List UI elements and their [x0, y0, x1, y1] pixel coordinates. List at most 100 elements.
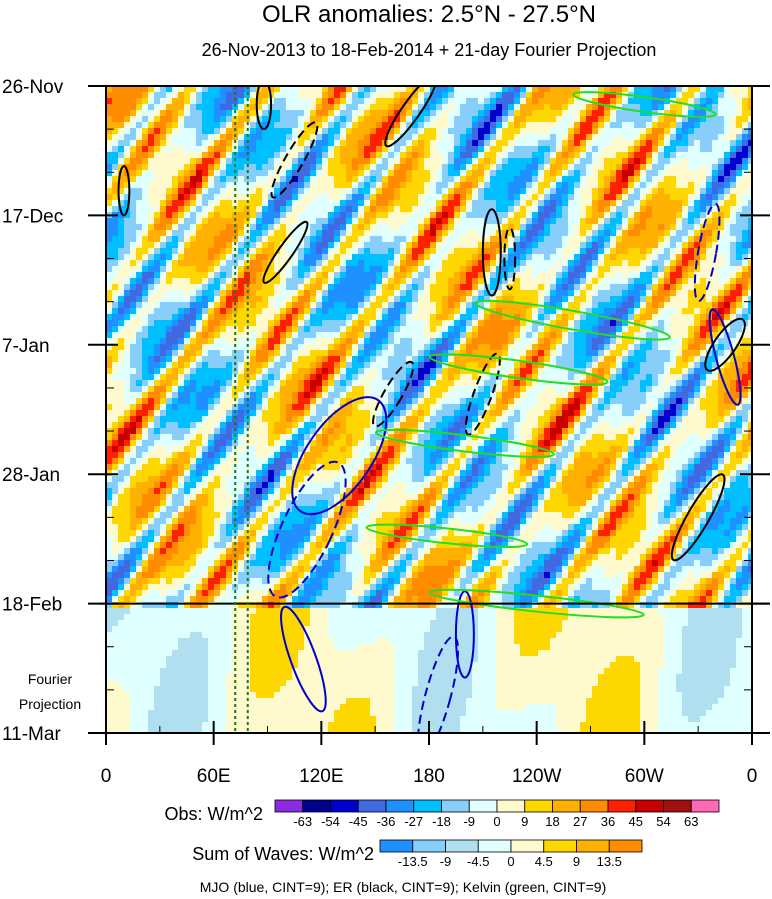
field-cell	[652, 182, 659, 189]
field-cell	[388, 218, 395, 225]
field-cell	[514, 134, 521, 141]
field-cell	[310, 158, 317, 165]
field-cell	[682, 212, 689, 219]
field-cell	[346, 194, 353, 201]
field-cell	[172, 230, 179, 237]
field-cell	[568, 332, 575, 339]
field-cell	[700, 140, 707, 147]
field-cell	[508, 134, 515, 141]
field-cell	[736, 308, 743, 315]
field-cell	[148, 212, 155, 219]
field-cell	[334, 338, 341, 345]
field-cell	[424, 248, 431, 255]
field-cell	[586, 248, 593, 255]
field-cell	[334, 224, 341, 231]
field-cell	[250, 188, 257, 195]
field-cell	[646, 188, 653, 195]
field-cell	[202, 326, 209, 333]
field-cell	[286, 308, 293, 315]
field-cell	[334, 356, 341, 363]
field-cell	[166, 356, 173, 363]
field-cell	[292, 188, 299, 195]
field-cell	[724, 110, 731, 117]
field-cell	[568, 200, 575, 207]
field-cell	[742, 266, 749, 273]
field-cell	[220, 326, 227, 333]
field-cell	[244, 128, 251, 135]
field-cell	[124, 158, 131, 165]
field-cell	[478, 266, 485, 273]
field-cell	[214, 248, 221, 255]
field-cell	[496, 164, 503, 171]
field-cell	[658, 200, 665, 207]
field-cell	[472, 122, 479, 129]
field-cell	[502, 116, 509, 123]
field-cell	[682, 338, 689, 345]
field-cell	[670, 122, 677, 129]
field-cell	[274, 200, 281, 207]
field-cell	[436, 98, 443, 105]
field-cell	[610, 302, 617, 309]
field-cell	[652, 176, 659, 183]
field-cell	[568, 158, 575, 165]
field-cell	[628, 326, 635, 333]
field-cell	[460, 266, 467, 273]
field-cell	[352, 248, 359, 255]
field-cell	[352, 104, 359, 111]
field-cell	[598, 338, 605, 345]
field-cell	[370, 158, 377, 165]
field-cell	[640, 272, 647, 279]
field-cell	[412, 254, 419, 261]
field-cell	[646, 200, 653, 207]
field-cell	[724, 98, 731, 105]
field-cell	[592, 350, 599, 357]
field-cell	[442, 302, 449, 309]
field-cell	[148, 326, 155, 333]
field-cell	[340, 314, 347, 321]
field-cell	[244, 248, 251, 255]
field-cell	[628, 332, 635, 339]
field-cell	[520, 272, 527, 279]
field-cell	[664, 266, 671, 273]
field-cell	[448, 350, 455, 357]
field-cell	[148, 332, 155, 339]
field-cell	[742, 278, 749, 285]
field-cell	[268, 248, 275, 255]
field-cell	[370, 266, 377, 273]
field-cell	[640, 248, 647, 255]
field-cell	[124, 182, 131, 189]
field-cell	[364, 326, 371, 333]
field-cell	[346, 212, 353, 219]
field-cell	[604, 338, 611, 345]
field-cell	[280, 116, 287, 123]
field-cell	[664, 218, 671, 225]
field-cell	[328, 224, 335, 231]
field-cell	[514, 98, 521, 105]
field-cell	[370, 290, 377, 297]
field-cell	[670, 272, 677, 279]
field-cell	[262, 200, 269, 207]
field-cell	[190, 236, 197, 243]
field-cell	[328, 248, 335, 255]
field-cell	[484, 290, 491, 297]
field-cell	[628, 176, 635, 183]
field-cell	[730, 134, 737, 141]
field-cell	[598, 194, 605, 201]
field-cell	[124, 86, 131, 93]
field-cell	[556, 296, 563, 303]
field-cell	[274, 338, 281, 345]
field-cell	[406, 350, 413, 357]
field-cell	[310, 290, 317, 297]
field-cell	[640, 110, 647, 117]
field-cell	[544, 326, 551, 333]
field-cell	[106, 302, 113, 309]
field-cell	[424, 254, 431, 261]
field-cell	[592, 182, 599, 189]
field-cell	[316, 332, 323, 339]
field-cell	[646, 86, 653, 93]
field-cell	[406, 242, 413, 249]
field-cell	[550, 308, 557, 315]
field-cell	[418, 290, 425, 297]
field-cell	[742, 344, 749, 351]
field-cell	[652, 134, 659, 141]
